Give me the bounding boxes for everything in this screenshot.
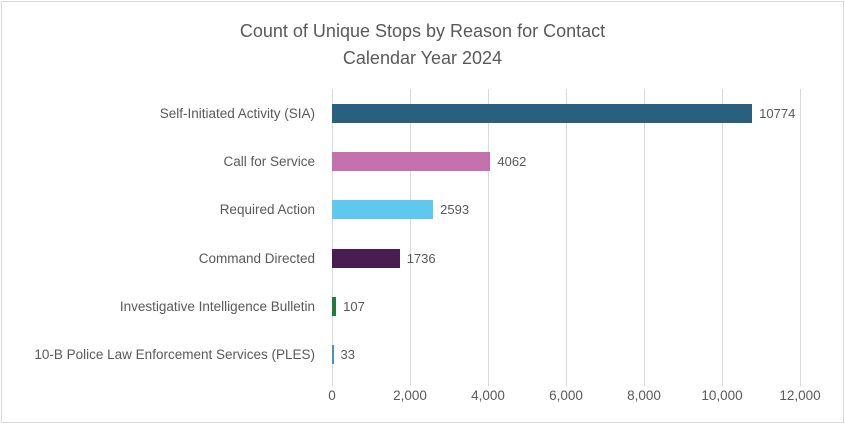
chart-title: Count of Unique Stops by Reason for Cont…	[2, 18, 843, 72]
x-tick-label: 4,000	[471, 388, 505, 403]
gridline	[487, 89, 489, 386]
bar	[332, 297, 337, 316]
value-label: 4062	[497, 153, 527, 169]
bar	[332, 345, 334, 365]
value-label: 1736	[406, 250, 436, 266]
category-axis: Self-Initiated Activity (SIA) Call for Se…	[2, 89, 323, 379]
chart-title-line2: Calendar Year 2024	[342, 48, 503, 68]
x-tick-label: 6,000	[549, 388, 583, 403]
gridline	[409, 89, 411, 386]
bar	[332, 152, 491, 171]
bar	[332, 248, 400, 268]
chart-title-line1: Count of Unique Stops by Reason for Cont…	[239, 21, 606, 41]
value-label: 10774	[759, 105, 796, 121]
category-label: Self-Initiated Activity (SIA)	[159, 105, 315, 121]
category-label: Investigative Intelligence Bulletin	[119, 298, 315, 314]
x-tick-label: 8,000	[627, 388, 661, 403]
category-label: 10-B Police Law Enforcement Services (PL…	[34, 347, 315, 363]
x-tick-label: 0	[328, 388, 336, 403]
gridline	[721, 89, 723, 386]
category-label: Call for Service	[223, 153, 315, 169]
bar	[332, 103, 753, 123]
bar	[332, 200, 434, 220]
x-tick-label: 10,000	[701, 388, 743, 403]
plot-area: 10774 4062 2593 1736 107 33	[331, 89, 801, 386]
gridline	[331, 89, 333, 386]
category-label: Command Directed	[198, 250, 315, 266]
x-tick-label: 2,000	[393, 388, 427, 403]
gridline	[799, 89, 801, 386]
value-label: 107	[343, 298, 365, 314]
gridline	[643, 89, 645, 386]
value-label: 2593	[440, 202, 470, 218]
gridline	[565, 89, 567, 386]
value-label: 33	[340, 347, 355, 363]
category-label: Required Action	[219, 202, 315, 218]
x-tick-label: 12,000	[779, 388, 821, 403]
